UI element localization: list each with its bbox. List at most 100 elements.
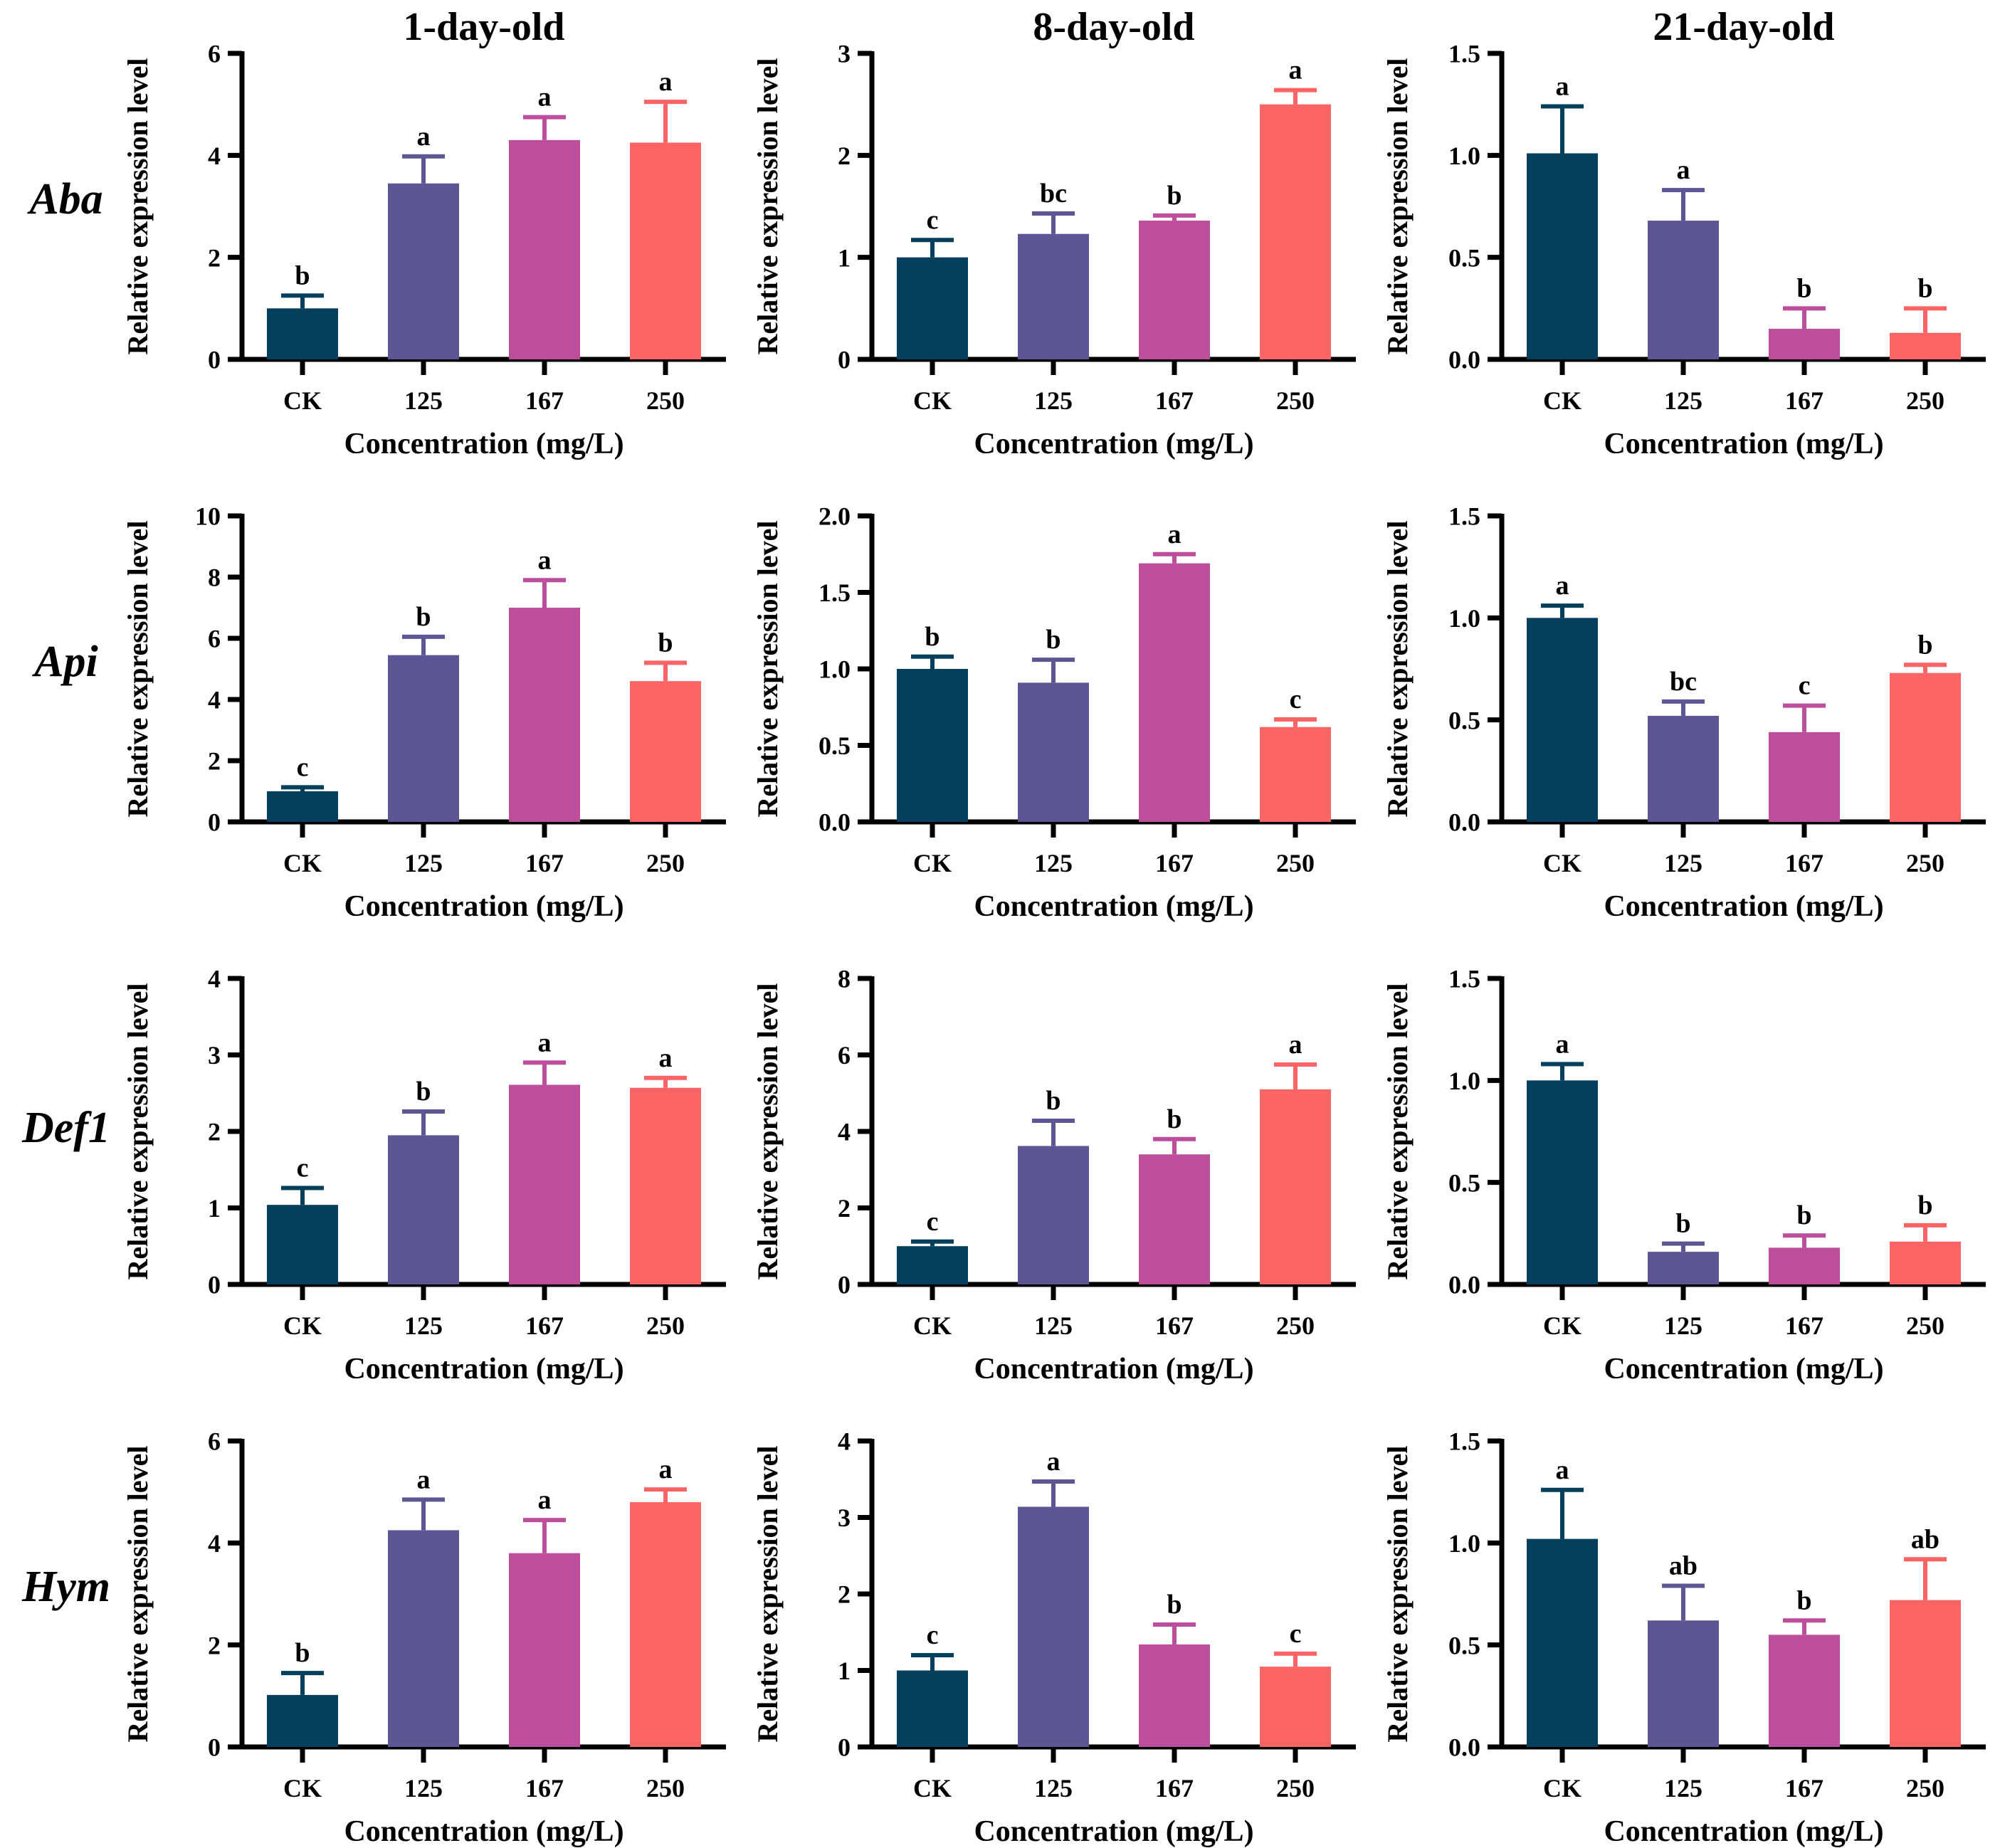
x-axis-label: Concentration (mg/L) (974, 1353, 1253, 1385)
bar-125 (1648, 221, 1719, 359)
chart-svg: 0 2 4 6 Relative expression level b CK a 125 a 167… (122, 40, 726, 460)
y-axis-label: Relative expression level (1381, 1446, 1414, 1743)
x-axis-label: Concentration (mg/L) (344, 890, 623, 923)
bar-250 (630, 1087, 701, 1284)
bar-CK (267, 791, 338, 822)
y-tick-label: 0.0 (1448, 1733, 1480, 1762)
x-tick-label: 125 (1664, 386, 1702, 415)
bar-CK (1527, 1538, 1598, 1747)
sig-letter: b (1167, 181, 1181, 211)
y-tick-label: 3 (208, 1041, 221, 1070)
x-tick-label: 125 (404, 386, 443, 415)
y-axis-label: Relative expression level (1381, 521, 1414, 818)
y-tick-label: 6 (208, 40, 221, 68)
y-tick-label: 1 (208, 1194, 221, 1223)
bar-167 (1769, 732, 1840, 822)
x-tick-label: 125 (1034, 386, 1073, 415)
sig-letter: b (1046, 1086, 1060, 1116)
sig-letter: b (1917, 630, 1932, 660)
sig-letter: b (1796, 1200, 1811, 1230)
x-tick-label: 125 (1034, 1311, 1073, 1340)
chart-svg: 0 1 2 3 4 Relative expression level c CK a 125 b 16… (752, 1427, 1356, 1848)
y-tick-label: 0.0 (819, 808, 851, 837)
x-tick-label: 167 (525, 1311, 564, 1340)
x-tick-label: 167 (525, 1774, 564, 1802)
y-tick-label: 1.5 (1448, 40, 1480, 68)
bar-125 (1018, 1146, 1089, 1284)
bar-CK (897, 1670, 968, 1747)
sig-letter: b (1917, 1190, 1932, 1220)
sig-letter: a (659, 1454, 673, 1484)
y-tick-label: 0 (838, 1733, 851, 1762)
bar-CK (1527, 153, 1598, 359)
y-tick-label: 0.0 (1448, 1271, 1480, 1299)
x-tick-label: 250 (646, 849, 685, 877)
sig-letter: a (1556, 72, 1569, 102)
column-title-8-day: 8-day-old (1033, 5, 1195, 49)
x-axis-label: Concentration (mg/L) (1604, 428, 1883, 460)
chart-api-8-day-old: 0.0 0.5 1.0 1.5 2.0 Relative expression level… (740, 463, 1367, 925)
x-tick-label: 125 (1664, 1311, 1702, 1340)
chart-svg: 0 1 2 3 4 Relative expression level c CK b 125 a 16… (122, 965, 726, 1385)
x-tick-label: 250 (646, 1774, 685, 1802)
row-gene-label-def1: Def1 (22, 1104, 110, 1152)
y-axis-label: Relative expression level (122, 521, 154, 818)
x-axis-label: Concentration (mg/L) (1604, 890, 1883, 923)
bar-125 (1648, 715, 1719, 822)
chart-svg: 0.0 0.5 1.0 1.5 Relative expression level a CK… (1381, 965, 1986, 1385)
sig-letter: bc (1670, 667, 1697, 697)
bar-250 (1260, 104, 1331, 359)
bar-167 (1769, 329, 1840, 359)
bar-125 (1018, 1506, 1089, 1747)
x-axis-label: Concentration (mg/L) (344, 428, 623, 460)
y-tick-label: 0.5 (1448, 243, 1480, 272)
y-tick-label: 4 (208, 965, 221, 993)
chart-def1-21-day-old: 0.0 0.5 1.0 1.5 Relative expression level a CK… (1370, 925, 1996, 1388)
chart-aba-21-day-old: 0.0 0.5 1.0 1.5 Relative expression level a CK… (1370, 0, 1996, 463)
bar-125 (1648, 1252, 1719, 1284)
column-title-21-day: 21-day-old (1653, 5, 1835, 49)
y-tick-label: 2.0 (819, 502, 851, 531)
sig-letter: b (416, 602, 431, 632)
bar-250 (630, 1502, 701, 1747)
y-tick-label: 1.0 (1448, 604, 1480, 633)
row-gene-label-api: Api (34, 638, 98, 686)
y-axis-label: Relative expression level (752, 58, 784, 355)
x-tick-label: 250 (1276, 849, 1315, 877)
bar-250 (1260, 727, 1331, 822)
sig-letter: b (295, 1638, 310, 1668)
bar-167 (1139, 1644, 1210, 1747)
bar-250 (1260, 1089, 1331, 1284)
sig-letter: a (417, 1464, 431, 1494)
sig-letter: b (658, 628, 673, 658)
bar-CK (267, 308, 338, 359)
bar-CK (897, 1246, 968, 1284)
x-tick-label: CK (913, 849, 952, 877)
sig-letter: b (1796, 273, 1811, 303)
x-tick-label: CK (913, 1311, 952, 1340)
bar-167 (1769, 1635, 1840, 1747)
y-tick-label: 0 (208, 1733, 221, 1762)
y-tick-label: 0 (208, 1271, 221, 1299)
sig-letter: b (1917, 273, 1932, 303)
y-tick-label: 0.5 (1448, 1631, 1480, 1659)
sig-letter: a (538, 1485, 552, 1515)
y-tick-label: 0 (838, 346, 851, 374)
column-title-1-day: 1-day-old (403, 5, 565, 49)
bar-250 (630, 681, 701, 822)
x-tick-label: 125 (404, 849, 443, 877)
y-tick-label: 1.0 (1448, 1067, 1480, 1095)
x-tick-label: CK (283, 849, 322, 877)
x-tick-label: 250 (1906, 1311, 1944, 1340)
sig-letter: a (1168, 519, 1181, 549)
y-axis-label: Relative expression level (752, 521, 784, 818)
y-tick-label: 2 (208, 243, 221, 272)
bar-167 (1139, 1154, 1210, 1284)
chart-aba-8-day-old: 0 1 2 3 Relative expression level c CK bc 125 b 16… (740, 0, 1367, 463)
y-tick-label: 1 (838, 1657, 851, 1685)
bar-CK (267, 1694, 338, 1747)
y-tick-label: 0.5 (1448, 706, 1480, 734)
y-axis-label: Relative expression level (122, 1446, 154, 1743)
sig-letter: b (1796, 1585, 1811, 1615)
